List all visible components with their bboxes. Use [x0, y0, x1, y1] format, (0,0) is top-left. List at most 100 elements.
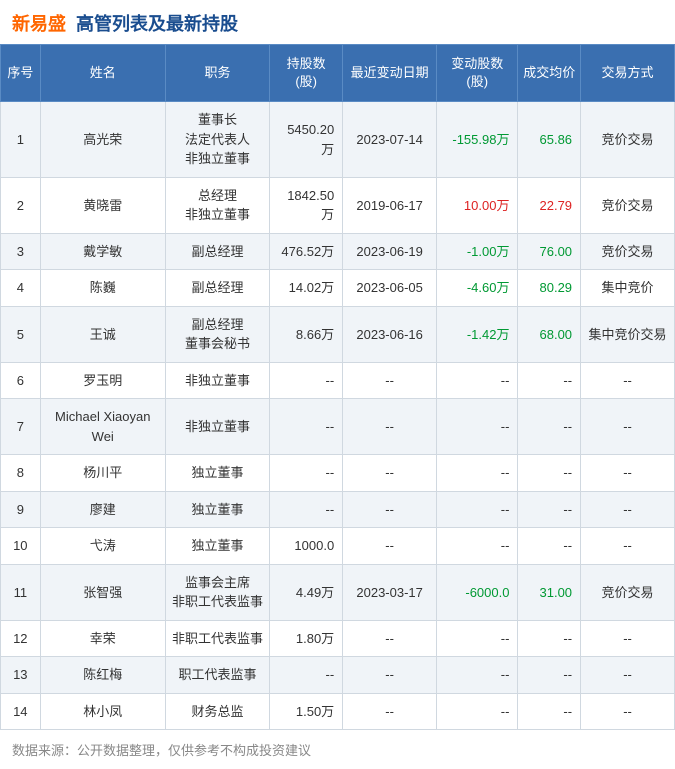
cell-position: 非独立董事 — [165, 362, 269, 399]
cell-name: 高光荣 — [40, 102, 165, 178]
cell-date: 2023-06-16 — [343, 306, 437, 362]
cell-shares: -- — [270, 362, 343, 399]
cell-method: 竞价交易 — [581, 177, 675, 233]
cell-method: -- — [581, 399, 675, 455]
table-row: 6罗玉明非独立董事---------- — [1, 362, 675, 399]
cell-price: 76.00 — [518, 233, 581, 270]
table-row: 14林小凤财务总监1.50万-------- — [1, 693, 675, 730]
cell-price: 65.86 — [518, 102, 581, 178]
table-row: 13陈红梅职工代表监事---------- — [1, 657, 675, 694]
cell-name: 陈巍 — [40, 270, 165, 307]
cell-date: 2023-03-17 — [343, 564, 437, 620]
cell-date: -- — [343, 657, 437, 694]
cell-idx: 14 — [1, 693, 41, 730]
cell-price: -- — [518, 693, 581, 730]
cell-position: 财务总监 — [165, 693, 269, 730]
cell-date: -- — [343, 362, 437, 399]
cell-price: 68.00 — [518, 306, 581, 362]
cell-change: -4.60万 — [437, 270, 518, 307]
cell-change: -1.42万 — [437, 306, 518, 362]
cell-idx: 2 — [1, 177, 41, 233]
cell-method: 竞价交易 — [581, 102, 675, 178]
cell-name: 林小凤 — [40, 693, 165, 730]
cell-price: -- — [518, 455, 581, 492]
cell-position: 副总经理 董事会秘书 — [165, 306, 269, 362]
cell-position: 非独立董事 — [165, 399, 269, 455]
cell-position: 副总经理 — [165, 233, 269, 270]
cell-name: 陈红梅 — [40, 657, 165, 694]
col-header-date: 最近变动日期 — [343, 45, 437, 102]
cell-position: 独立董事 — [165, 528, 269, 565]
table-row: 1高光荣董事长 法定代表人 非独立董事5450.20万2023-07-14-15… — [1, 102, 675, 178]
cell-idx: 1 — [1, 102, 41, 178]
cell-shares: -- — [270, 491, 343, 528]
cell-date: -- — [343, 455, 437, 492]
cell-price: -- — [518, 657, 581, 694]
cell-shares: 1842.50万 — [270, 177, 343, 233]
cell-position: 总经理 非独立董事 — [165, 177, 269, 233]
cell-idx: 4 — [1, 270, 41, 307]
table-row: 8杨川平独立董事---------- — [1, 455, 675, 492]
cell-shares: 8.66万 — [270, 306, 343, 362]
cell-idx: 6 — [1, 362, 41, 399]
cell-change: -1.00万 — [437, 233, 518, 270]
cell-method: 竞价交易 — [581, 233, 675, 270]
cell-shares: 1.50万 — [270, 693, 343, 730]
cell-position: 监事会主席 非职工代表监事 — [165, 564, 269, 620]
table-row: 11张智强监事会主席 非职工代表监事4.49万2023-03-17-6000.0… — [1, 564, 675, 620]
cell-shares: -- — [270, 399, 343, 455]
cell-method: -- — [581, 693, 675, 730]
cell-method: 集中竞价 — [581, 270, 675, 307]
col-header-idx: 序号 — [1, 45, 41, 102]
cell-change: -- — [437, 693, 518, 730]
cell-position: 董事长 法定代表人 非独立董事 — [165, 102, 269, 178]
cell-change: -155.98万 — [437, 102, 518, 178]
table-row: 5王诚副总经理 董事会秘书8.66万2023-06-16-1.42万68.00集… — [1, 306, 675, 362]
cell-date: 2019-06-17 — [343, 177, 437, 233]
cell-change: -- — [437, 491, 518, 528]
cell-date: 2023-06-05 — [343, 270, 437, 307]
cell-price: -- — [518, 362, 581, 399]
company-name: 新易盛 — [12, 10, 66, 36]
cell-idx: 3 — [1, 233, 41, 270]
cell-price: 31.00 — [518, 564, 581, 620]
cell-change: -- — [437, 455, 518, 492]
cell-change: 10.00万 — [437, 177, 518, 233]
cell-date: -- — [343, 399, 437, 455]
col-header-price: 成交均价 — [518, 45, 581, 102]
cell-shares: 476.52万 — [270, 233, 343, 270]
cell-price: 80.29 — [518, 270, 581, 307]
table-row: 4陈巍副总经理14.02万2023-06-05-4.60万80.29集中竞价 — [1, 270, 675, 307]
cell-date: -- — [343, 528, 437, 565]
page-title: 高管列表及最新持股 — [76, 10, 238, 36]
cell-method: -- — [581, 528, 675, 565]
cell-date: -- — [343, 693, 437, 730]
cell-idx: 8 — [1, 455, 41, 492]
cell-change: -- — [437, 362, 518, 399]
cell-method: -- — [581, 491, 675, 528]
cell-shares: 4.49万 — [270, 564, 343, 620]
cell-idx: 10 — [1, 528, 41, 565]
col-header-change: 变动股数 (股) — [437, 45, 518, 102]
table-row: 2黄晓雷总经理 非独立董事1842.50万2019-06-1710.00万22.… — [1, 177, 675, 233]
cell-shares: 14.02万 — [270, 270, 343, 307]
cell-method: 竞价交易 — [581, 564, 675, 620]
col-header-shares: 持股数 (股) — [270, 45, 343, 102]
cell-position: 职工代表监事 — [165, 657, 269, 694]
cell-shares: -- — [270, 455, 343, 492]
cell-position: 副总经理 — [165, 270, 269, 307]
cell-method: -- — [581, 455, 675, 492]
cell-shares: -- — [270, 657, 343, 694]
cell-name: 张智强 — [40, 564, 165, 620]
cell-price: -- — [518, 528, 581, 565]
cell-name: 王诚 — [40, 306, 165, 362]
cell-date: -- — [343, 491, 437, 528]
cell-idx: 11 — [1, 564, 41, 620]
cell-price: -- — [518, 491, 581, 528]
cell-method: 集中竞价交易 — [581, 306, 675, 362]
table-row: 9廖建独立董事---------- — [1, 491, 675, 528]
cell-change: -- — [437, 657, 518, 694]
cell-position: 独立董事 — [165, 491, 269, 528]
cell-idx: 5 — [1, 306, 41, 362]
cell-name: 廖建 — [40, 491, 165, 528]
